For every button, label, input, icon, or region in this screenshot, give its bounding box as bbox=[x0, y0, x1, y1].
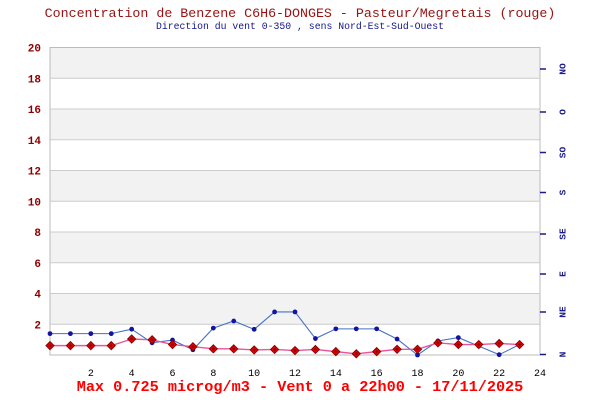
svg-text:16: 16 bbox=[371, 369, 383, 380]
svg-text:20: 20 bbox=[28, 44, 41, 56]
svg-text:NE: NE bbox=[558, 306, 569, 318]
svg-text:8: 8 bbox=[210, 369, 216, 380]
svg-text:22: 22 bbox=[493, 369, 505, 380]
svg-text:8: 8 bbox=[34, 228, 41, 240]
svg-text:4: 4 bbox=[34, 290, 41, 302]
svg-text:6: 6 bbox=[169, 369, 175, 380]
svg-text:2: 2 bbox=[88, 369, 94, 380]
svg-text:14: 14 bbox=[28, 136, 42, 148]
svg-text:16: 16 bbox=[28, 105, 41, 117]
svg-text:6: 6 bbox=[34, 259, 41, 271]
svg-text:10: 10 bbox=[28, 197, 41, 209]
svg-text:S: S bbox=[558, 189, 569, 195]
svg-text:O: O bbox=[558, 109, 569, 115]
svg-text:NO: NO bbox=[558, 63, 569, 75]
svg-text:SE: SE bbox=[558, 228, 569, 240]
svg-text:18: 18 bbox=[28, 74, 42, 86]
svg-text:E: E bbox=[558, 271, 569, 277]
svg-text:18: 18 bbox=[411, 369, 423, 380]
svg-text:12: 12 bbox=[289, 369, 301, 380]
svg-text:2: 2 bbox=[34, 320, 41, 332]
svg-text:24: 24 bbox=[534, 369, 546, 380]
svg-text:20: 20 bbox=[452, 369, 464, 380]
svg-text:10: 10 bbox=[248, 369, 260, 380]
svg-text:12: 12 bbox=[28, 167, 41, 179]
svg-text:14: 14 bbox=[330, 369, 342, 380]
svg-text:SO: SO bbox=[558, 147, 569, 159]
svg-text:N: N bbox=[558, 351, 569, 357]
svg-text:4: 4 bbox=[129, 369, 135, 380]
